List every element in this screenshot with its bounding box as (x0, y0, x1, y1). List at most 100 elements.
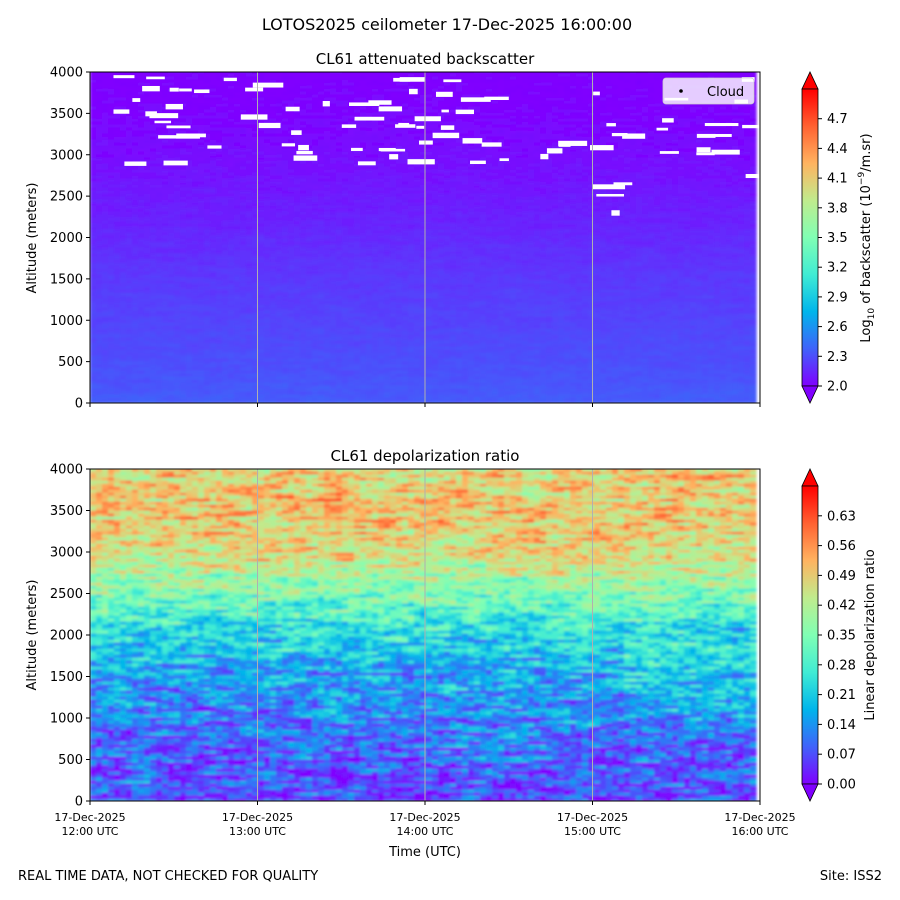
cloud-return (593, 91, 600, 96)
y-tick-label: 0 (75, 397, 83, 412)
cloud-return (176, 133, 200, 139)
cloud-return (407, 159, 435, 165)
cloud-return (481, 142, 502, 147)
cloud-return (613, 182, 633, 186)
cloud-return (395, 124, 416, 128)
colorbar-tick-label: 0.63 (827, 509, 856, 524)
colorbar-top-extension (801, 468, 819, 487)
cloud-return (546, 148, 563, 154)
colorbar-tick-label: 2.0 (827, 380, 848, 395)
colorbar-tick-label: 0.42 (827, 599, 856, 614)
cloud-return (197, 133, 206, 138)
cloud-return (435, 91, 453, 97)
colorbar-tick-label: 3.8 (827, 201, 848, 216)
depolarization-gridlines (257, 469, 593, 801)
cloud-return (240, 114, 268, 120)
x-tick-time-label: 15:00 UTC (564, 825, 621, 838)
cloud-return (223, 77, 237, 82)
y-tick-label: 1500 (50, 272, 83, 287)
backscatter-heatmap (90, 72, 757, 403)
cloud-return (296, 150, 313, 155)
cloud-return (711, 149, 740, 155)
figure-suptitle: LOTOS2025 ceilometer 17-Dec-2025 16:00:0… (262, 15, 632, 34)
colorbar-tick-label: 0.35 (827, 629, 856, 644)
cloud-return (293, 155, 318, 161)
depolarization-colorbar: 0.00 0.07 0.14 0.21 0.28 0.35 0.42 0.49 0.56 0.63… (801, 468, 878, 802)
cloud-return (470, 160, 486, 165)
x-tick-date-label: 17-Dec-2025 (724, 811, 795, 824)
cloud-return (611, 210, 620, 216)
x-tick-time-label: 14:00 UTC (396, 825, 453, 838)
cloud-return (742, 124, 760, 129)
backscatter-title: CL61 attenuated backscatter (316, 50, 535, 68)
depolarization-ylabel: Altitude (meters) (25, 580, 40, 691)
cloud-return (611, 133, 628, 137)
cloud-return (322, 101, 330, 107)
cloud-return (432, 132, 460, 139)
cloud-return (399, 77, 426, 82)
colorbar-tick-label: 3.2 (827, 261, 848, 276)
cloud-return (414, 116, 441, 122)
cloud-return (499, 158, 509, 162)
cloud-return (540, 153, 549, 160)
cloud-return (368, 100, 392, 105)
colorbar-tick-label: 2.3 (827, 350, 848, 365)
cloud-return (596, 193, 624, 197)
site-label: Site: ISS2 (820, 869, 882, 884)
cloud-return (281, 143, 296, 147)
cloud-return (441, 109, 449, 113)
cloud-return (354, 116, 385, 121)
y-tick-label: 0 (75, 795, 83, 810)
cloud-return (387, 106, 394, 111)
depolarization-colorbar-label: Linear depolarization ratio (863, 549, 878, 720)
x-tick-time-label: 16:00 UTC (731, 825, 788, 838)
cloud-return (166, 125, 191, 129)
cloud-return (145, 111, 157, 117)
backscatter-gridlines (257, 72, 593, 403)
y-tick-label: 3500 (50, 107, 83, 122)
y-tick-label: 3000 (50, 546, 83, 561)
colorbar-tick-label: 4.4 (827, 142, 848, 157)
cloud-return (590, 145, 614, 151)
cloud-return (207, 145, 222, 149)
cloud-return (341, 124, 357, 128)
colorbar-tick-label: 4.7 (827, 112, 848, 127)
y-tick-label: 2500 (50, 587, 83, 602)
cloud-return (704, 123, 739, 127)
y-tick-label: 1000 (50, 712, 83, 727)
cloud-return (745, 173, 760, 179)
depolarization-title: CL61 depolarization ratio (331, 447, 520, 465)
colorbar-tick-label: 0.21 (827, 688, 856, 703)
backscatter-colorbar-label: Log10 of backscatter (10−9/m.sr) (857, 133, 877, 342)
cloud-return (285, 106, 300, 112)
x-tick-time-label: 12:00 UTC (61, 825, 118, 838)
colorbar-tick-label: 0.56 (827, 539, 856, 554)
cloud-return (252, 82, 284, 88)
x-tick-date-label: 17-Dec-2025 (222, 811, 293, 824)
backscatter-ylabel: Altitude (meters) (25, 183, 40, 294)
cloud-return (142, 85, 160, 92)
cloud-return (132, 98, 141, 102)
colorbar-tick-label: 0.07 (827, 748, 856, 763)
cloud-return (158, 135, 177, 139)
backscatter-y-axis: 0 500 1000 1500 2000 2500 3000 3500 4000 (50, 66, 90, 412)
colorbar-tick-label: 2.6 (827, 320, 848, 335)
cloud-return (558, 140, 588, 146)
cloud-returns (113, 75, 760, 216)
cloud-return (258, 122, 281, 129)
time-xlabel: Time (UTC) (388, 845, 461, 860)
cloud-return (351, 147, 363, 152)
y-tick-label: 3000 (50, 148, 83, 163)
quality-disclaimer: REAL TIME DATA, NOT CHECKED FOR QUALITY (18, 869, 318, 884)
cloud-return (380, 148, 406, 152)
colorbar-tick-label: 0.14 (827, 718, 856, 733)
cloud-return (389, 154, 399, 160)
y-tick-label: 2500 (50, 190, 83, 205)
cloud-return (124, 161, 147, 166)
colorbar-tick-label: 4.1 (827, 172, 848, 187)
colorbar-gradient (801, 485, 819, 785)
cloud-return (398, 122, 410, 126)
cloud-return (298, 144, 309, 151)
cloud-return (419, 140, 433, 145)
